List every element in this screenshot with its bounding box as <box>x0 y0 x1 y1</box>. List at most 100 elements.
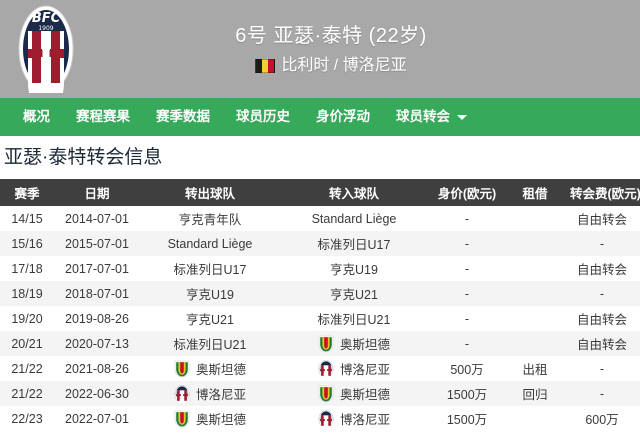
tab-transfers[interactable]: 球员转会 <box>383 98 480 136</box>
bologna-fc-crest-icon: BFC 1909 <box>18 5 74 93</box>
cell-date: 2018-07-01 <box>65 286 129 301</box>
cell-from-team[interactable]: 亨克U19 <box>140 281 280 306</box>
table-header-row: 赛季 日期 转出球队 转入球队 身价(欧元) 租借 转会费(欧元) <box>0 179 640 206</box>
team-name: 亨克青年队 <box>178 213 242 227</box>
cell-from-team[interactable]: 标准列日U21 <box>140 331 280 356</box>
cell-to-team[interactable]: 亨克U19 <box>280 256 428 281</box>
team-cell: 标准列日U17 <box>146 259 274 278</box>
transfers-table-head: 赛季 日期 转出球队 转入球队 身价(欧元) 租借 转会费(欧元) <box>0 179 640 206</box>
page-title: 亚瑟·泰特转会信息 <box>4 147 163 168</box>
team-cell: 标准列日U21 <box>286 309 422 328</box>
col-header-value[interactable]: 身价(欧元) <box>428 179 506 206</box>
team-cell: 亨克U21 <box>286 284 422 303</box>
table-row[interactable]: 15/16 2015-07-01 Standard Liège 标准列日U17 - - <box>0 231 640 256</box>
col-header-fee[interactable]: 转会费(欧元) <box>564 179 640 206</box>
cell-season: 21/22 <box>11 361 43 376</box>
nav-item-label: 赛程赛果 <box>76 109 130 124</box>
team-cell: 博洛尼亚 <box>146 384 274 403</box>
team-name: 奥斯坦德 <box>195 363 246 377</box>
cell-loan-status <box>506 406 564 431</box>
cell-date: 2022-06-30 <box>65 386 129 401</box>
transfers-table: 赛季 日期 转出球队 转入球队 身价(欧元) 租借 转会费(欧元) 14/15 2… <box>0 179 640 431</box>
table-row[interactable]: 20/21 2020-07-13 标准列日U21 奥斯坦德 - 自由转会 <box>0 331 640 356</box>
cell-to-team[interactable]: 标准列日U17 <box>280 231 428 256</box>
cell-market-value: - <box>464 236 470 251</box>
player-header: BFC 1909 6号 亚瑟·泰特 (22岁) 比利时 / 博洛尼亚 <box>0 0 640 98</box>
table-row[interactable]: 14/15 2014-07-01 亨克青年队 Standard Liège - 自由转会 <box>0 206 640 231</box>
cell-to-team[interactable]: 奥斯坦德 <box>280 381 428 406</box>
cell-season: 22/23 <box>11 411 43 426</box>
cell-to-team[interactable]: 博洛尼亚 <box>280 356 428 381</box>
team-name: 亨克U21 <box>186 313 234 327</box>
nav-item-label: 球员转会 <box>396 109 450 124</box>
nav-item-label: 身价浮动 <box>316 109 370 124</box>
col-header-loan[interactable]: 租借 <box>506 179 564 206</box>
table-row[interactable]: 17/18 2017-07-01 标准列日U17 亨克U19 - 自由转会 <box>0 256 640 281</box>
team-name: 标准列日U21 <box>317 313 391 327</box>
cell-date: 2021-08-26 <box>65 361 129 376</box>
cell-loan-status <box>506 206 564 231</box>
cell-to-team[interactable]: Standard Liège <box>280 206 428 231</box>
table-row[interactable]: 19/20 2019-08-26 亨克U21 标准列日U21 - 自由转会 <box>0 306 640 331</box>
cell-date: 2014-07-01 <box>65 211 129 226</box>
cell-market-value: - <box>464 261 470 276</box>
nav-item-label: 概况 <box>23 109 50 124</box>
col-header-from[interactable]: 转出球队 <box>140 179 280 206</box>
chevron-down-icon[interactable] <box>457 114 467 120</box>
cell-market-value: - <box>464 211 470 226</box>
bologna-crest-icon <box>318 409 334 428</box>
team-name: 标准列日U17 <box>173 263 247 277</box>
team-name: 亨克U19 <box>186 288 234 302</box>
cell-season: 18/19 <box>11 286 43 301</box>
team-name: 博洛尼亚 <box>195 388 246 402</box>
team-cell: 亨克U19 <box>286 259 422 278</box>
oostende-crest-icon <box>318 335 334 352</box>
table-row[interactable]: 21/22 2022-06-30 博洛尼亚 奥斯坦德 1500万 回归 - <box>0 381 640 406</box>
team-name: 标准列日U17 <box>317 238 391 252</box>
team-cell: 亨克U21 <box>146 309 274 328</box>
team-name: 奥斯坦德 <box>339 388 390 402</box>
table-row[interactable]: 18/19 2018-07-01 亨克U19 亨克U21 - - <box>0 281 640 306</box>
cell-from-team[interactable]: 亨克青年队 <box>140 206 280 231</box>
cell-market-value: - <box>464 336 470 351</box>
main-nav[interactable]: 概况 赛程赛果 赛季数据 球员历史 身价浮动 球员转会 <box>0 98 640 136</box>
tab-season-stats[interactable]: 赛季数据 <box>143 98 223 136</box>
col-header-season[interactable]: 赛季 <box>0 179 54 206</box>
team-name: 亨克U19 <box>330 263 378 277</box>
cell-from-team[interactable]: 亨克U21 <box>140 306 280 331</box>
team-cell: 奥斯坦德 <box>146 409 274 428</box>
cell-date: 2017-07-01 <box>65 261 129 276</box>
tab-overview[interactable]: 概况 <box>10 98 63 136</box>
table-row[interactable]: 21/22 2021-08-26 奥斯坦德 博洛尼亚 500万 出租 - <box>0 356 640 381</box>
table-row[interactable]: 22/23 2022-07-01 奥斯坦德 博洛尼亚 1500万 600万 <box>0 406 640 431</box>
cell-from-team[interactable]: Standard Liège <box>140 231 280 256</box>
nav-item-label: 赛季数据 <box>156 109 210 124</box>
team-cell: 奥斯坦德 <box>286 384 422 403</box>
bologna-crest-icon <box>174 384 190 403</box>
col-header-to[interactable]: 转入球队 <box>280 179 428 206</box>
team-name: Standard Liège <box>167 236 253 251</box>
cell-from-team[interactable]: 奥斯坦德 <box>140 356 280 381</box>
col-header-date[interactable]: 日期 <box>54 179 140 206</box>
cell-to-team[interactable]: 标准列日U21 <box>280 306 428 331</box>
player-nationality-club: 比利时 / 博洛尼亚 <box>281 56 407 74</box>
cell-season: 21/22 <box>11 386 43 401</box>
cell-loan-status <box>506 231 564 256</box>
cell-market-value: - <box>464 311 470 326</box>
cell-from-team[interactable]: 标准列日U17 <box>140 256 280 281</box>
tab-player-history[interactable]: 球员历史 <box>223 98 303 136</box>
cell-to-team[interactable]: 奥斯坦德 <box>280 331 428 356</box>
cell-to-team[interactable]: 亨克U21 <box>280 281 428 306</box>
tab-market-value[interactable]: 身价浮动 <box>303 98 383 136</box>
team-cell: 奥斯坦德 <box>146 359 274 378</box>
tab-fixtures[interactable]: 赛程赛果 <box>63 98 143 136</box>
cell-from-team[interactable]: 博洛尼亚 <box>140 381 280 406</box>
cell-to-team[interactable]: 博洛尼亚 <box>280 406 428 431</box>
cell-market-value: 500万 <box>450 363 484 377</box>
cell-from-team[interactable]: 奥斯坦德 <box>140 406 280 431</box>
cell-transfer-fee: - <box>599 361 605 376</box>
cell-transfer-fee: 自由转会 <box>576 263 627 277</box>
svg-text:BFC: BFC <box>32 11 61 26</box>
team-cell: Standard Liège <box>286 212 422 226</box>
cell-loan-status <box>506 306 564 331</box>
